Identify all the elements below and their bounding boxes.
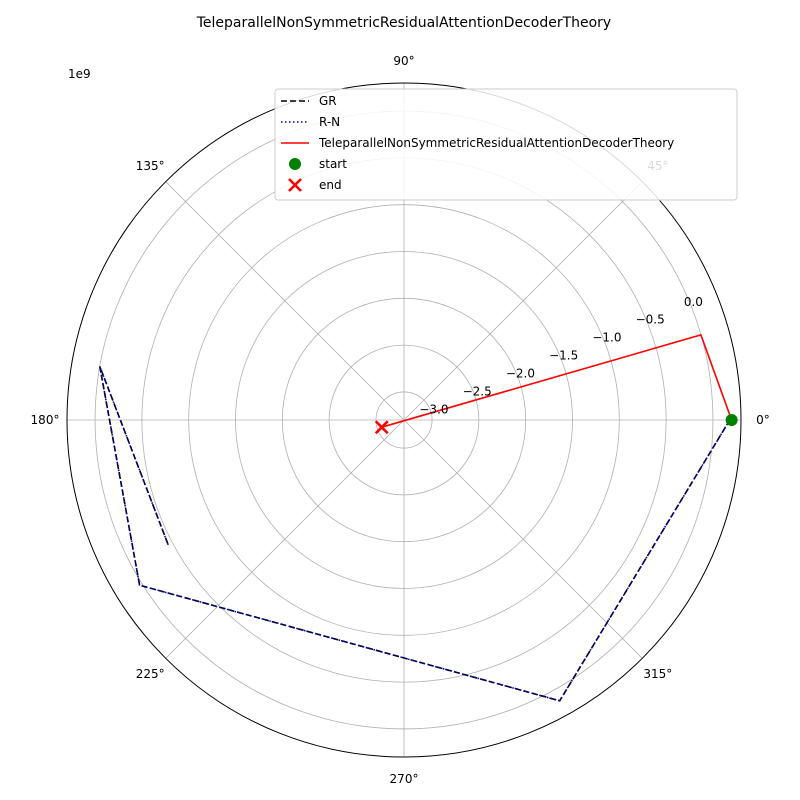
legend-label-start: start: [319, 157, 347, 171]
marker-start: [725, 414, 738, 426]
r-tick-label: −3.0: [419, 402, 448, 416]
chart-title: TeleparallelNonSymmetricResidualAttentio…: [196, 15, 611, 31]
series-layer: [99, 333, 733, 702]
theta-tick-label-180: 180°: [31, 413, 60, 427]
marker-layer: [374, 414, 738, 435]
r-tick-label: −0.5: [636, 313, 665, 327]
grid: [66, 82, 742, 758]
legend-label-teleparallelnonsymmetricresidualattentiondecodertheory: TeleparallelNonSymmetricResidualAttentio…: [318, 136, 674, 150]
theta-tick-label-0: 0°: [756, 413, 770, 427]
r-offset-label: 1e9: [68, 67, 91, 81]
r-gridline: [328, 344, 480, 496]
theta-tick-label-225: 225°: [136, 667, 165, 681]
legend-swatch-start: [289, 158, 301, 170]
legend-label-end: end: [319, 178, 342, 192]
legend: GR R-N TeleparallelNonSymmetricResidualAtt…: [274, 88, 738, 201]
marker-stroke: [374, 420, 389, 435]
r-tick-label: −2.5: [463, 384, 492, 398]
r-gridline: [235, 251, 573, 589]
r-tick-label: −1.0: [592, 331, 621, 345]
series-line-gr: [99, 366, 731, 702]
r-gridline: [188, 204, 620, 636]
legend-swatch-end: [288, 178, 302, 192]
theta-tick-label-135: 135°: [136, 159, 165, 173]
theta-tick-label-315: 315°: [643, 667, 672, 681]
r-tick-label: −2.0: [506, 366, 535, 380]
r-gridline: [375, 391, 433, 449]
r-tick-label: −1.5: [549, 349, 578, 363]
series-line-teleparallelnonsymmetricresidualattentiondecodertheory: [381, 333, 733, 428]
legend-label-gr: GR: [319, 94, 337, 108]
legend-frame: [274, 88, 738, 201]
legend-swatch-stroke: [288, 178, 302, 192]
marker-end: [374, 420, 389, 435]
theta-tick-label-270: 270°: [390, 772, 419, 786]
r-tick-label: 0.0: [684, 295, 703, 309]
polar-spine: [66, 82, 742, 758]
theta-tick-label-90: 90°: [393, 54, 414, 68]
series-line-r-n: [99, 366, 731, 702]
legend-label-r-n: R-N: [319, 115, 340, 129]
tick-labels: 0°45°90°135°180°225°270°315°−3.0−2.5−2.0…: [31, 54, 770, 786]
r-gridline: [281, 297, 527, 543]
